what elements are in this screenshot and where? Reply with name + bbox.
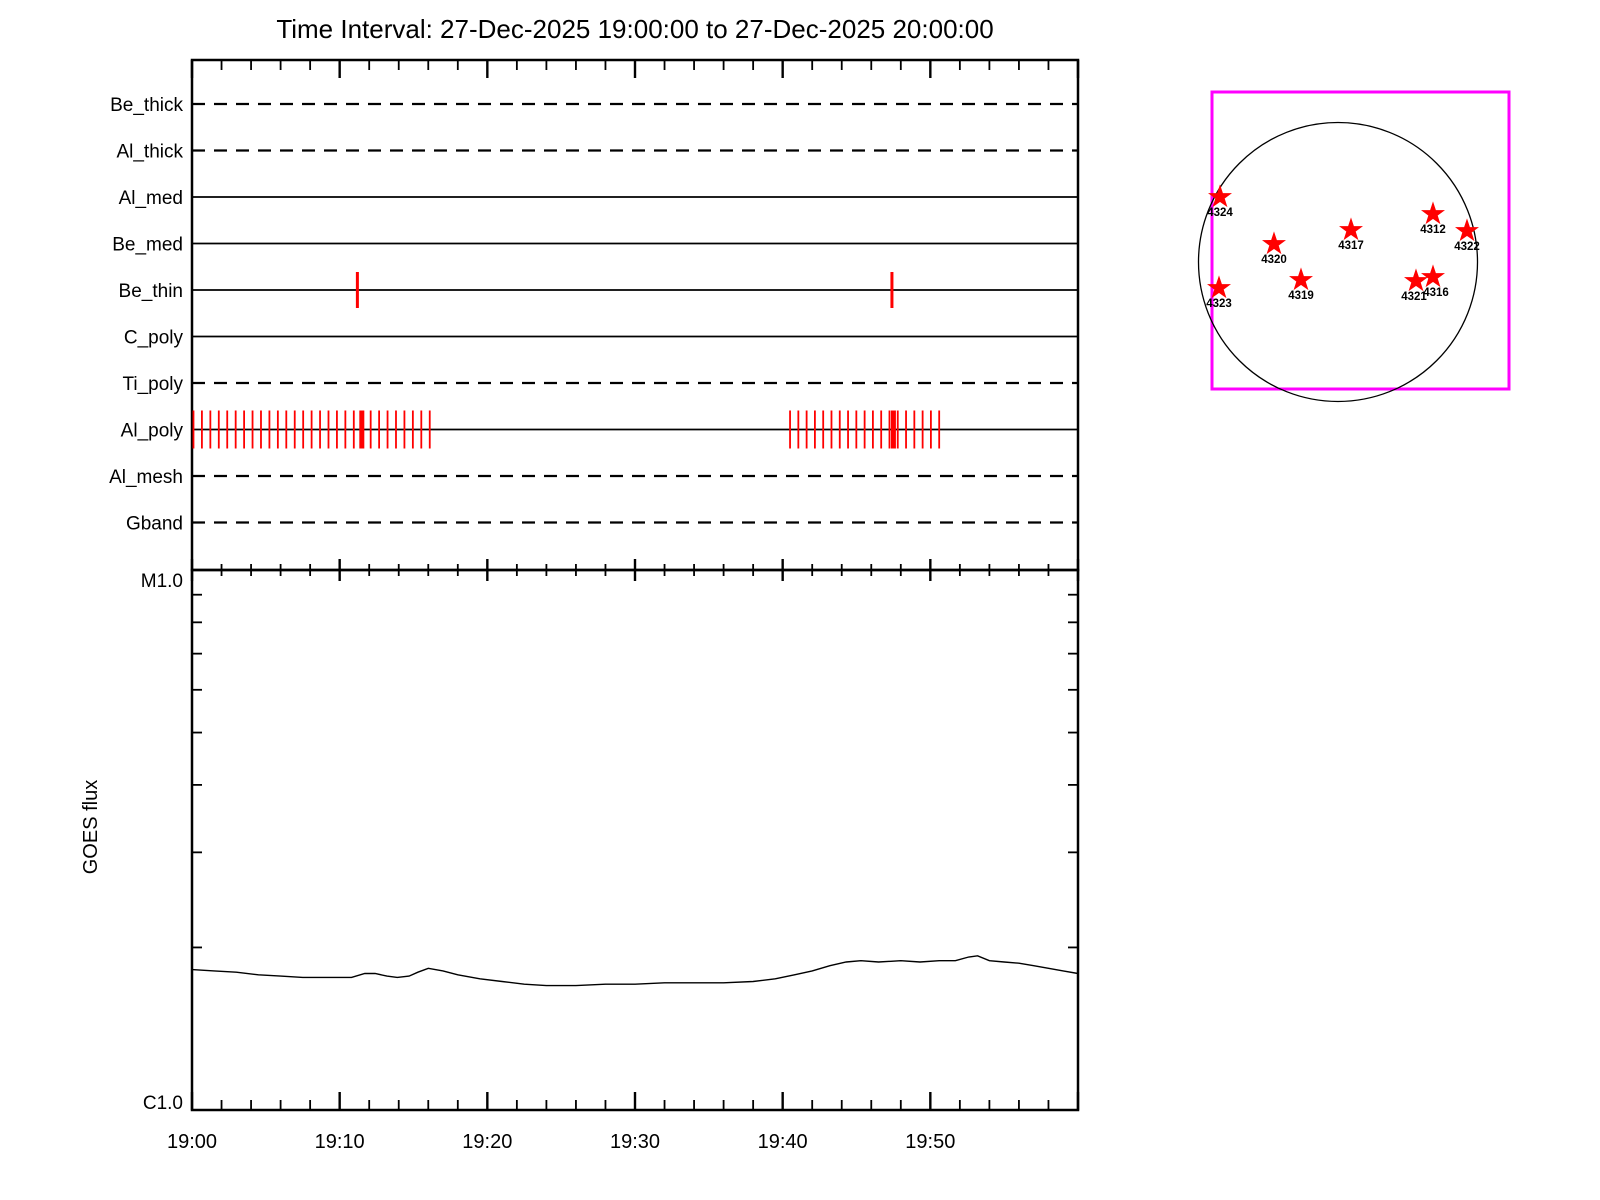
active-region-star xyxy=(1288,267,1314,291)
active-region-label: 4317 xyxy=(1338,240,1364,252)
active-region-star xyxy=(1261,231,1287,255)
channel-label-Al_poly: Al_poly xyxy=(121,421,184,442)
page-title: Time Interval: 27-Dec-2025 19:00:00 to 2… xyxy=(276,14,994,44)
active-region-star xyxy=(1403,268,1429,292)
channel-label-Be_thin: Be_thin xyxy=(119,281,183,302)
goes-y-axis-title: GOES flux xyxy=(80,780,102,874)
active-region-label: 4312 xyxy=(1420,224,1446,236)
active-region-label: 4316 xyxy=(1423,287,1449,299)
active-region-star xyxy=(1206,275,1232,299)
channel-label-Al_med: Al_med xyxy=(119,188,183,209)
active-region-star xyxy=(1207,184,1233,208)
active-region-label: 4320 xyxy=(1261,254,1287,266)
active-region-label: 4322 xyxy=(1454,241,1480,253)
x-tick-label: 19:10 xyxy=(315,1131,365,1153)
active-region-label: 4324 xyxy=(1207,207,1233,219)
channel-label-Al_mesh: Al_mesh xyxy=(109,467,183,488)
active-region-star xyxy=(1338,217,1364,241)
active-region-label: 4319 xyxy=(1288,290,1314,302)
x-tick-label: 19:50 xyxy=(905,1131,955,1153)
generated-plot-layer: Be_thick Al_thick Al_med Be_med Be_thin C_pol… xyxy=(109,58,1511,1153)
channel-label-C_poly: C_poly xyxy=(124,328,184,349)
active-region-star xyxy=(1420,201,1446,225)
x-tick-label: 19:20 xyxy=(462,1131,512,1153)
active-region-star xyxy=(1454,218,1480,242)
x-tick-label: 19:30 xyxy=(610,1131,660,1153)
active-region-label: 4323 xyxy=(1206,298,1232,310)
xrt-fov-box xyxy=(1210,90,1511,391)
x-tick-label: 19:40 xyxy=(758,1131,808,1153)
channel-label-Be_med: Be_med xyxy=(112,235,183,256)
channel-label-Ti_poly: Ti_poly xyxy=(122,374,183,395)
channel-label-Be_thick: Be_thick xyxy=(110,95,183,116)
filter-panel-frame xyxy=(190,58,1080,572)
active-region-star xyxy=(1420,264,1446,288)
channel-label-Gband: Gband xyxy=(126,514,183,535)
goes-y-bottom-label: C1.0 xyxy=(143,1093,183,1114)
goes-flux-curve xyxy=(191,955,1079,987)
channel-label-Al_thick: Al_thick xyxy=(116,142,183,163)
x-tick-label: 19:00 xyxy=(167,1131,217,1153)
goes-y-top-label: M1.0 xyxy=(141,571,183,592)
active-region-label: 4321 xyxy=(1401,291,1427,303)
solar-limb-circle xyxy=(1197,121,1479,403)
goes-panel-frame xyxy=(190,568,1080,1112)
